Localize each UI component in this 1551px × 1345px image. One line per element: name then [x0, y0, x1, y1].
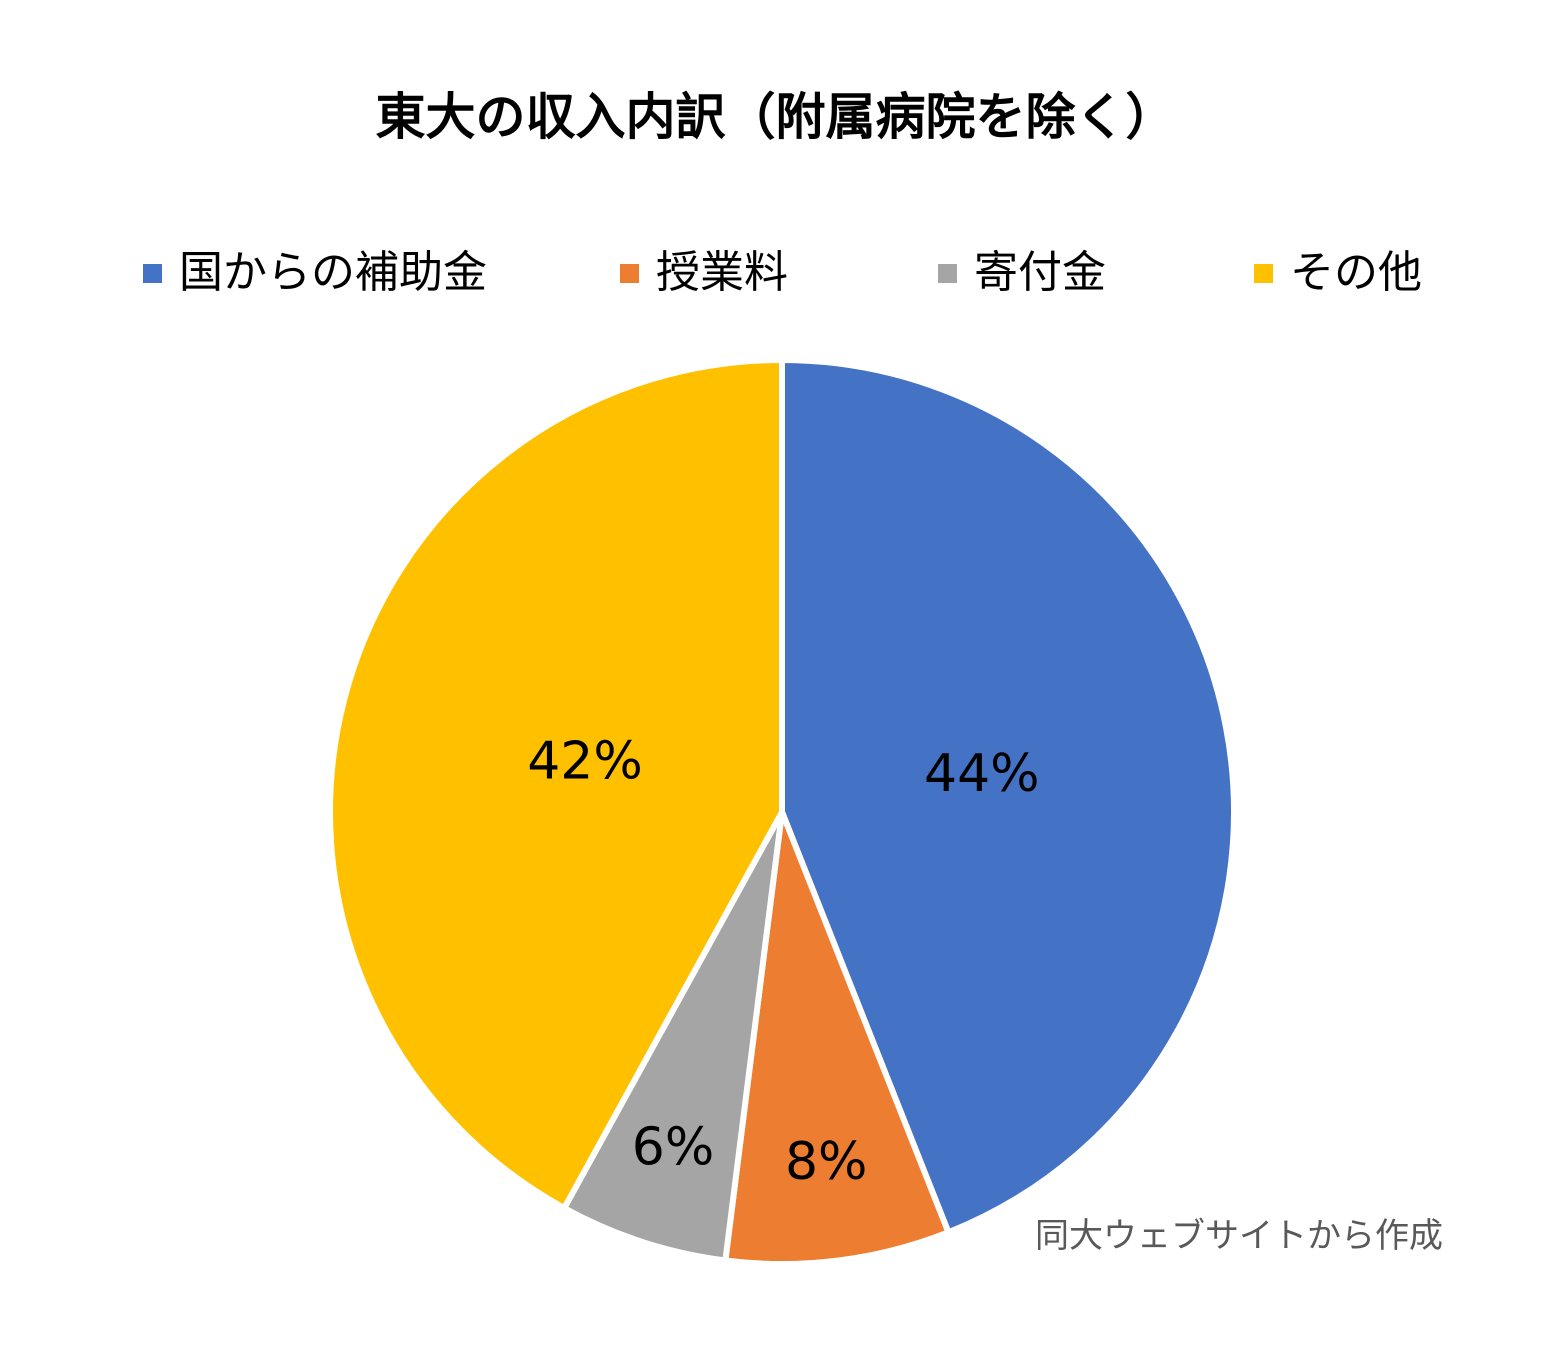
legend-label-other: その他 [1290, 247, 1422, 298]
legend-swatch-other [1254, 263, 1273, 283]
chart-title: 東大の収入内訳（附属病院を除く） [375, 88, 1176, 146]
pie-slices [327, 357, 1237, 1267]
pie-data-labels: 44% 8% 6% 42% [527, 731, 1039, 1191]
pie-slice-subsidy [779, 357, 1237, 1236]
chart-legend: 国からの補助金 授業料 寄付金 その他 [0, 238, 1551, 308]
data-label-other: 42% [527, 731, 643, 791]
legend-item-other: その他 [1254, 238, 1422, 308]
source-note: 同大ウェブサイトから作成 [1035, 1216, 1443, 1256]
legend-swatch-tuition [620, 263, 639, 283]
legend-label-donations: 寄付金 [974, 247, 1106, 298]
legend-item-donations: 寄付金 [938, 238, 1106, 308]
data-label-subsidy: 44% [924, 744, 1040, 804]
legend-item-subsidy: 国からの補助金 [143, 238, 487, 308]
legend-item-tuition: 授業料 [620, 238, 788, 308]
pie-slice-tuition [722, 809, 952, 1267]
legend-swatch-subsidy [143, 263, 162, 283]
legend-label-tuition: 授業料 [656, 247, 788, 298]
pie-slice-donations [561, 809, 785, 1264]
pie-slice-other [327, 357, 785, 1212]
legend-swatch-donations [938, 263, 957, 283]
legend-label-subsidy: 国からの補助金 [179, 247, 487, 298]
data-label-donations: 6% [632, 1117, 715, 1177]
data-label-tuition: 8% [785, 1132, 868, 1192]
